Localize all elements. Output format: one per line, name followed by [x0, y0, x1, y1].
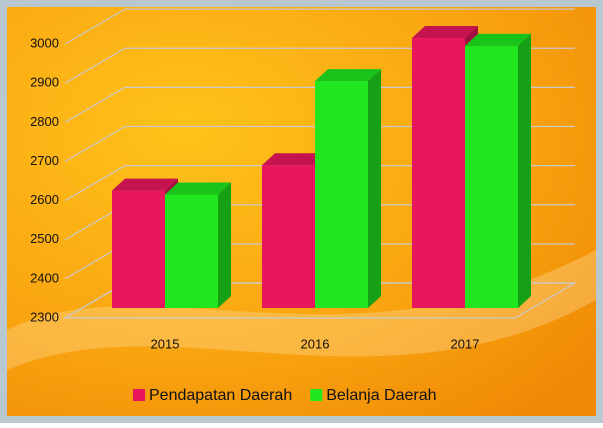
grid-line — [64, 8, 575, 45]
y-tick-label: 2700 — [30, 153, 59, 168]
bar — [262, 165, 315, 308]
y-tick-label: 2800 — [30, 114, 59, 129]
bar-top — [112, 178, 178, 191]
y-tick-label: 2600 — [30, 192, 59, 207]
bar-side — [218, 182, 231, 308]
bar-top-shade — [315, 69, 381, 82]
bar-top-shade — [262, 153, 328, 166]
x-tick-label: 2016 — [301, 336, 330, 351]
bar — [165, 194, 218, 308]
bar-side — [368, 69, 381, 308]
bar-top — [465, 33, 531, 46]
y-tick-label: 2900 — [30, 75, 59, 90]
bar-top — [315, 69, 381, 82]
bar — [465, 45, 518, 309]
decoration — [7, 250, 596, 370]
bar-top-shade — [412, 26, 478, 39]
bar — [315, 81, 368, 308]
y-tick-label: 2300 — [30, 309, 59, 324]
legend-swatch — [133, 389, 145, 401]
bar-top — [412, 26, 478, 39]
x-tick-label: 2017 — [451, 336, 480, 351]
bar-side-shade — [218, 182, 231, 308]
y-tick-label: 2500 — [30, 231, 59, 246]
x-tick-label: 2015 — [151, 336, 180, 351]
legend-label: Belanja Daerah — [326, 387, 436, 404]
legend-label: Pendapatan Daerah — [149, 387, 292, 404]
y-tick-label: 3000 — [30, 36, 59, 51]
bar-top-shade — [465, 33, 531, 46]
bar-top-shade — [112, 178, 178, 191]
bar-top — [165, 182, 231, 195]
bar-top-shade — [165, 182, 231, 195]
bar-side — [518, 33, 531, 309]
legend-swatch — [310, 389, 323, 401]
y-tick-label: 2400 — [30, 270, 59, 285]
bar — [112, 190, 165, 308]
bar-side-shade — [368, 69, 381, 308]
bar-side-shade — [518, 33, 531, 309]
bar — [412, 38, 465, 308]
bar-top — [262, 153, 328, 166]
